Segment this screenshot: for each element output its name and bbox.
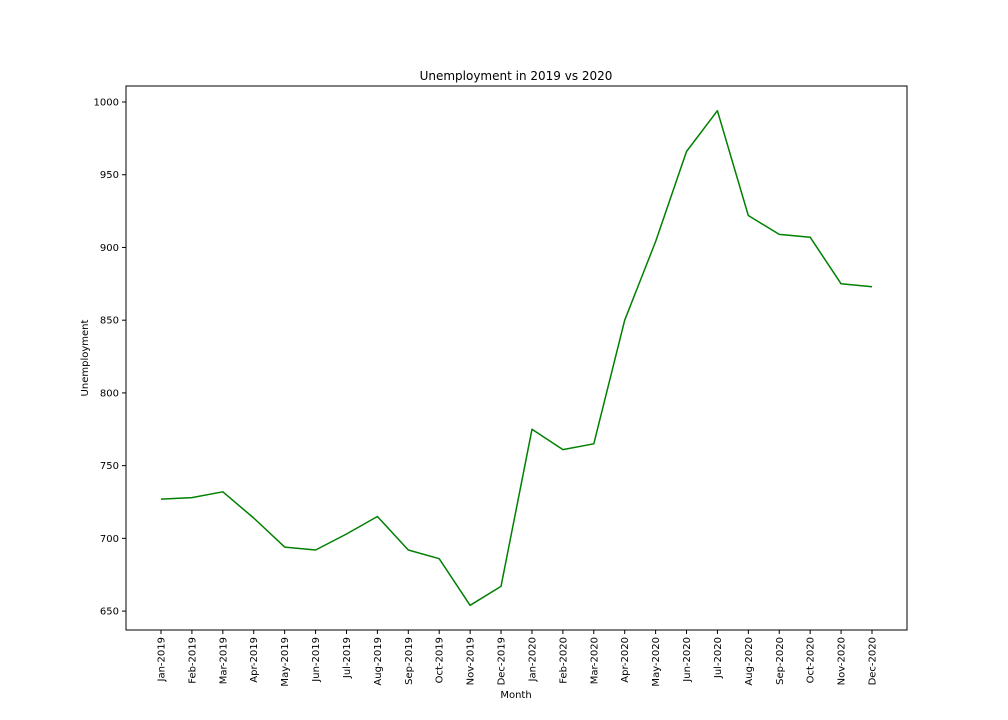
y-tick-label: 650 (100, 607, 119, 618)
y-tick-label: 850 (100, 316, 119, 327)
x-tick-label: May-2020 (651, 637, 662, 687)
x-tick-label: Nov-2020 (837, 637, 848, 685)
x-axis-ticks: Jan-2019 Feb-2019 Mar-2019 Apr-2019 May-2019… (157, 630, 879, 687)
x-tick-label: Feb-2020 (558, 637, 569, 684)
y-tick-label: 900 (100, 243, 119, 254)
x-tick-label: Nov-2019 (466, 637, 477, 685)
x-tick-label: Aug-2019 (373, 637, 384, 686)
x-tick-label: Sep-2019 (404, 637, 415, 685)
x-tick-label: Jan-2019 (157, 637, 168, 682)
x-tick-label: Dec-2019 (497, 637, 508, 685)
x-tick-label: Jul-2019 (342, 637, 353, 679)
x-tick-label: Mar-2019 (218, 637, 229, 684)
x-tick-label: May-2019 (280, 637, 291, 687)
x-tick-label: Jun-2020 (682, 637, 693, 683)
x-tick-label: Aug-2020 (744, 637, 755, 686)
y-axis-ticks: 650 700 750 800 850 900 950 1000 (94, 98, 126, 618)
y-tick-label: 700 (100, 534, 119, 545)
y-tick-label: 950 (100, 170, 119, 181)
x-tick-label: Sep-2020 (775, 637, 786, 685)
chart-title: Unemployment in 2019 vs 2020 (420, 69, 613, 83)
x-tick-label: Oct-2020 (806, 637, 817, 683)
x-tick-label: Jun-2019 (311, 637, 322, 683)
x-tick-label: Apr-2019 (249, 637, 260, 683)
unemployment-series-line (160, 109, 873, 607)
plot-area-frame (125, 85, 908, 631)
y-axis-label: Unemployment (80, 319, 91, 396)
x-tick-label: Feb-2019 (187, 637, 198, 684)
x-tick-label: Apr-2020 (620, 637, 631, 683)
x-tick-label: Jul-2020 (713, 637, 724, 679)
x-tick-label: Jan-2020 (527, 637, 538, 682)
y-tick-label: 800 (100, 388, 119, 399)
x-tick-label: Dec-2020 (868, 637, 879, 685)
y-tick-label: 1000 (94, 98, 119, 109)
x-tick-label: Mar-2020 (589, 637, 600, 684)
x-tick-label: Oct-2019 (435, 637, 446, 683)
x-axis-label: Month (500, 690, 531, 701)
y-tick-label: 750 (100, 461, 119, 472)
